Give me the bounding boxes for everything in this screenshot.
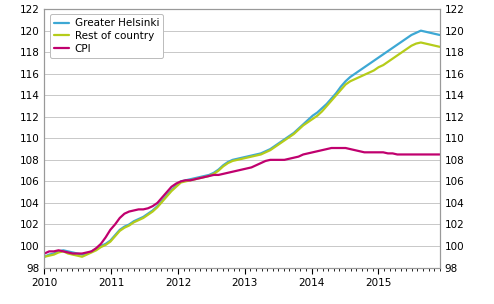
- Greater Helsinki: [239, 156, 245, 160]
- Greater Helsinki: [107, 239, 113, 242]
- Rest of country: [107, 240, 113, 244]
- Rest of country: [437, 45, 443, 49]
- Rest of country: [239, 157, 245, 161]
- CPI: [437, 153, 443, 156]
- CPI: [159, 196, 165, 199]
- Greater Helsinki: [41, 255, 47, 259]
- Line: CPI: CPI: [44, 148, 440, 254]
- Greater Helsinki: [437, 33, 443, 37]
- CPI: [41, 252, 47, 255]
- Greater Helsinki: [178, 180, 184, 183]
- Rest of country: [164, 195, 170, 198]
- Rest of country: [159, 200, 165, 204]
- Greater Helsinki: [164, 194, 170, 197]
- CPI: [239, 168, 245, 171]
- Rest of country: [41, 255, 47, 259]
- Line: Rest of country: Rest of country: [44, 43, 440, 257]
- Rest of country: [413, 42, 419, 45]
- Rest of country: [178, 181, 184, 184]
- CPI: [329, 146, 334, 150]
- Greater Helsinki: [159, 199, 165, 202]
- Line: Greater Helsinki: Greater Helsinki: [44, 31, 440, 257]
- CPI: [178, 180, 184, 183]
- Legend: Greater Helsinki, Rest of country, CPI: Greater Helsinki, Rest of country, CPI: [50, 14, 164, 58]
- CPI: [418, 153, 424, 156]
- Greater Helsinki: [413, 31, 419, 35]
- Greater Helsinki: [418, 29, 424, 33]
- Rest of country: [418, 41, 424, 44]
- CPI: [107, 228, 113, 232]
- CPI: [164, 190, 170, 194]
